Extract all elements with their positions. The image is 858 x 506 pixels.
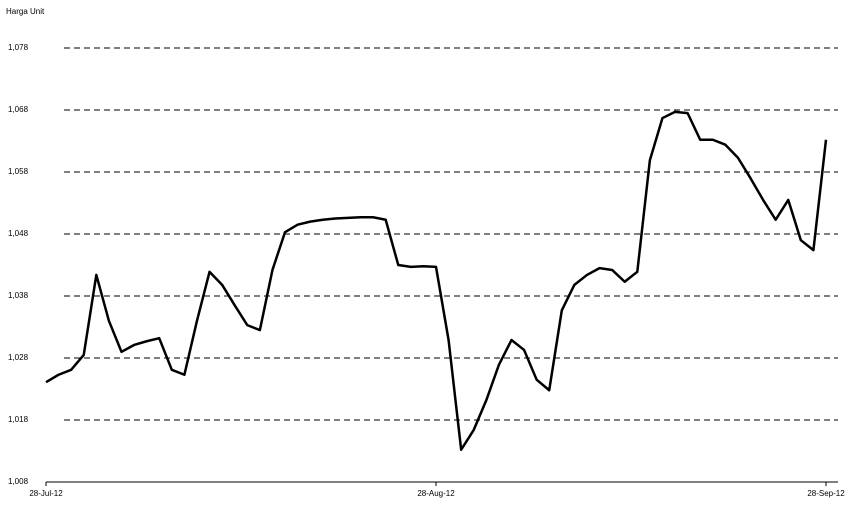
y-axis-title: Harga Unit (6, 7, 45, 16)
y-tick-label: 1,038 (8, 291, 29, 300)
line (45, 110, 828, 452)
y-tick-label: 1,078 (8, 43, 29, 52)
x-tick-label: 28-Aug-12 (417, 489, 455, 498)
y-tick-label: 1,068 (8, 105, 29, 114)
y-tick-label: 1,018 (8, 415, 29, 424)
y-tick-label: 1,048 (8, 229, 29, 238)
x-tick-label: 28-Sep-12 (807, 489, 845, 498)
y-tick-label: 1,058 (8, 167, 29, 176)
x-tick-label: 28-Jul-12 (29, 489, 63, 498)
y-tick-label: 1,008 (8, 477, 29, 486)
y-tick-label: 1,028 (8, 353, 29, 362)
